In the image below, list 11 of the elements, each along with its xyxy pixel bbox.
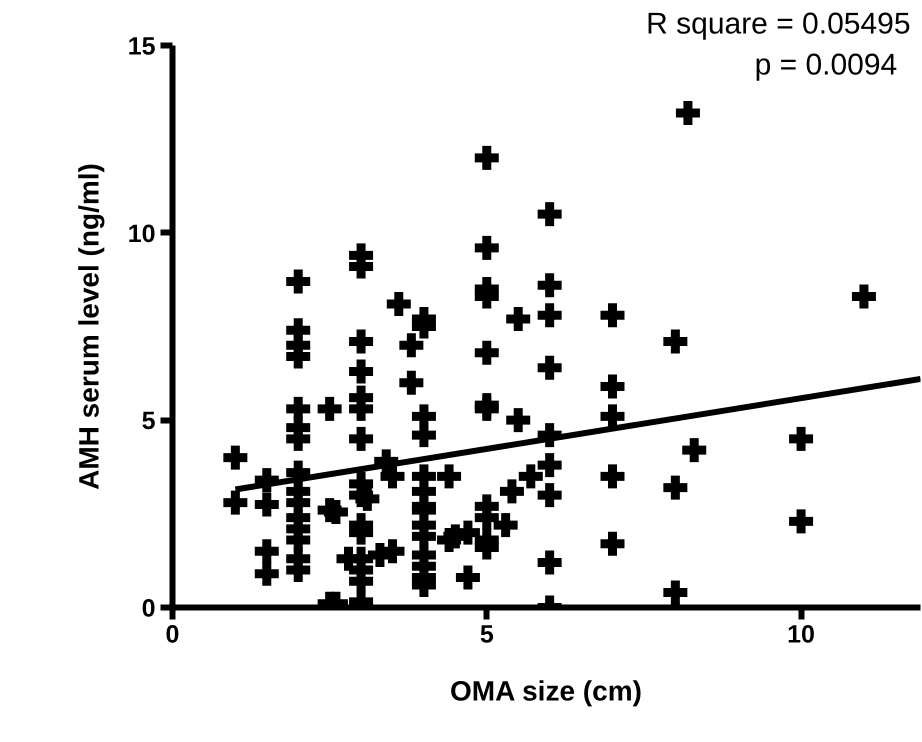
- x-tick-label: 5: [480, 620, 494, 648]
- annotation: p = 0.0094: [754, 48, 898, 82]
- y-tick-label: 15: [128, 32, 156, 60]
- y-axis-title: AMH serum level (ng/ml): [74, 163, 105, 490]
- y-tick-label: 0: [142, 594, 156, 622]
- x-tick-label: 0: [166, 620, 180, 648]
- x-axis-title: OMA size (cm): [450, 676, 642, 706]
- text: R square = 0.05495: [646, 8, 911, 40]
- y-tick-label: 10: [128, 220, 156, 248]
- x-tick-label: 10: [787, 620, 815, 648]
- y-tick-label: 5: [142, 407, 156, 436]
